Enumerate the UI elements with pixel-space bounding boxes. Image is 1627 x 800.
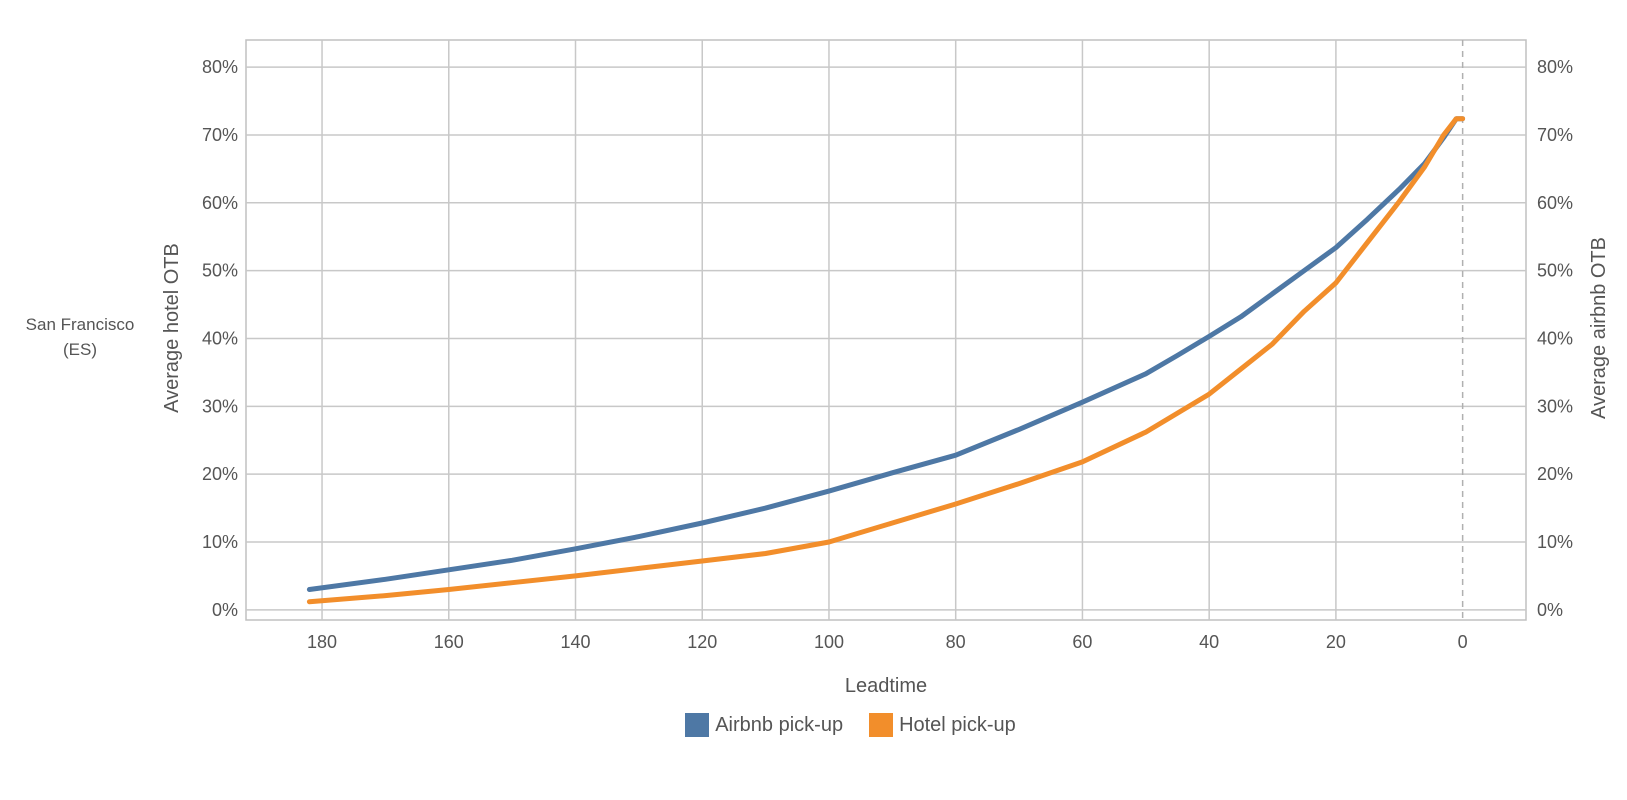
x-tick-label-120: 120 (687, 632, 717, 652)
x-tick-labels: 180 160 140 120 100 80 60 40 20 0 (307, 632, 1468, 652)
y-tick-label-left-20pct: 20% (202, 464, 238, 484)
x-tick-label-20: 20 (1326, 632, 1346, 652)
grid-lines (246, 40, 1526, 620)
region-label-line-1: San Francisco (26, 315, 135, 334)
y-tick-label-left-70pct: 70% (202, 125, 238, 145)
y-tick-label-left-50pct: 50% (202, 261, 238, 281)
y-axis-title-left: Average hotel OTB (161, 243, 183, 413)
y-tick-label-left-80pct: 80% (202, 57, 238, 77)
x-tick-label-0: 0 (1458, 632, 1468, 652)
y-tick-label-left-30pct: 30% (202, 396, 238, 416)
y-tick-label-left-0pct: 0% (212, 600, 238, 620)
y-tick-labels-left: 0% 10% 20% 30% 40% 50% 60% 70% 80% (202, 57, 238, 620)
y-tick-label-right-70pct: 70% (1537, 125, 1573, 145)
legend: Airbnb pick-up Hotel pick-up (0, 713, 1627, 737)
x-tick-label-60: 60 (1072, 632, 1092, 652)
y-tick-label-right-40pct: 40% (1537, 328, 1573, 348)
y-tick-label-right-80pct: 80% (1537, 57, 1573, 77)
x-tick-label-140: 140 (560, 632, 590, 652)
y-tick-label-right-10pct: 10% (1537, 532, 1573, 552)
series-line-airbnb (306, 116, 1466, 592)
x-tick-label-100: 100 (814, 632, 844, 652)
y-tick-label-right-0pct: 0% (1537, 600, 1563, 620)
y-tick-label-right-30pct: 30% (1537, 396, 1573, 416)
y-tick-label-left-10pct: 10% (202, 532, 238, 552)
x-tick-label-160: 160 (434, 632, 464, 652)
y-tick-label-left-60pct: 60% (202, 193, 238, 213)
y-tick-label-left-40pct: 40% (202, 328, 238, 348)
plot-frame (245, 39, 1527, 621)
legend-swatch-hotel (869, 713, 894, 737)
series-group (306, 116, 1466, 605)
y-tick-label-right-50pct: 50% (1537, 261, 1573, 281)
x-tick-label-40: 40 (1199, 632, 1219, 652)
series-line-hotel (306, 116, 1466, 605)
x-axis-title: Leadtime (845, 675, 927, 697)
x-tick-label-180: 180 (307, 632, 337, 652)
legend-label-hotel: Hotel pick-up (899, 713, 1016, 736)
legend-item-airbnb[interactable]: Airbnb pick-up (611, 713, 843, 737)
legend-item-hotel[interactable]: Hotel pick-up (869, 713, 1016, 737)
legend-swatch-airbnb (685, 713, 710, 737)
x-tick-label-80: 80 (946, 632, 966, 652)
y-tick-labels-right: 0% 10% 20% 30% 40% 50% 60% 70% 80% (1537, 57, 1573, 620)
y-axis-title-right: Average airbnb OTB (1588, 237, 1610, 419)
y-tick-label-right-20pct: 20% (1537, 464, 1573, 484)
legend-label-airbnb: Airbnb pick-up (715, 713, 844, 736)
region-label-line-2: (ES) (63, 340, 97, 359)
y-tick-label-right-60pct: 60% (1537, 193, 1573, 213)
